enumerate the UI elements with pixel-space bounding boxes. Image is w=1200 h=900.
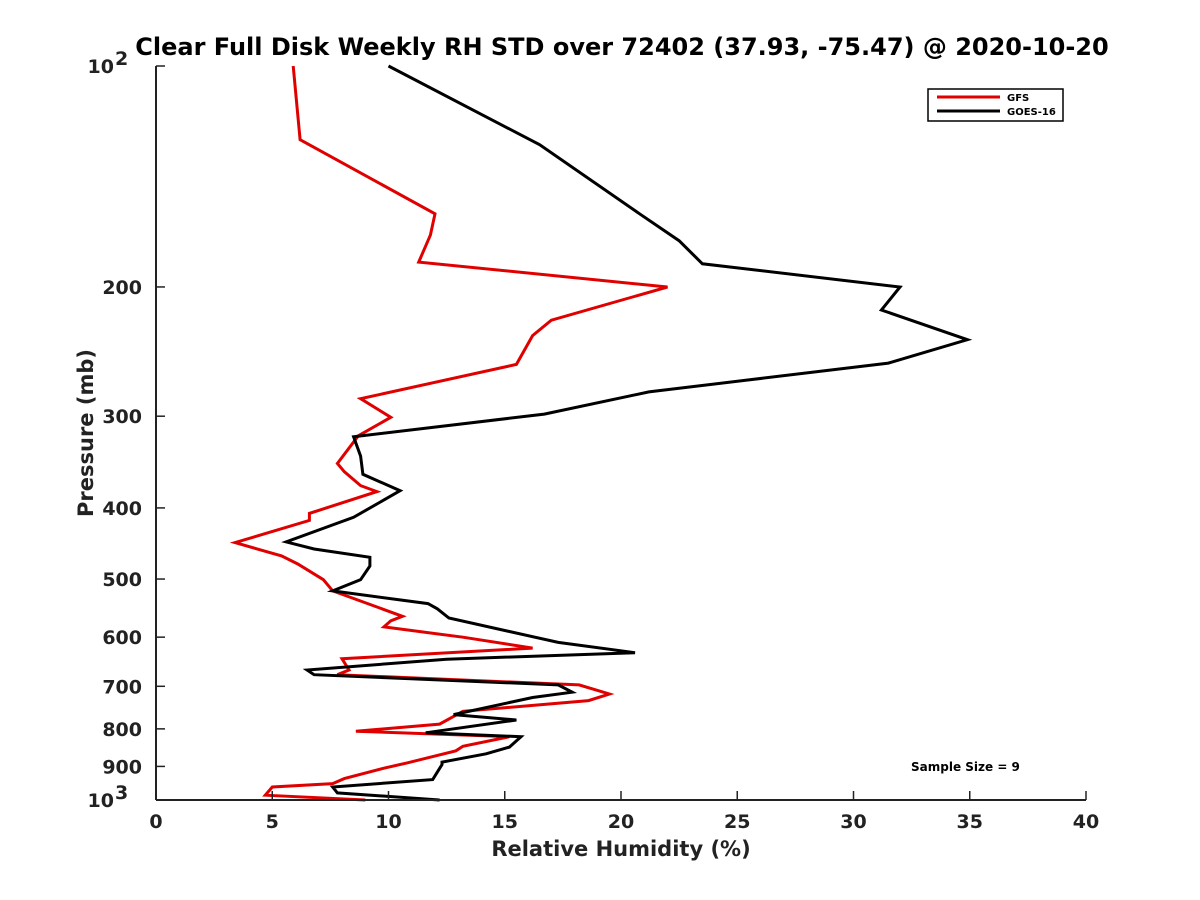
x-tick-label: 35	[957, 811, 983, 833]
series-layer	[229, 64, 973, 802]
y-tick-label-exponent: 3	[115, 782, 128, 804]
y-tick-label: 800	[102, 719, 142, 741]
y-tick-label: 200	[102, 277, 142, 299]
x-tick-label: 10	[375, 811, 401, 833]
x-tick-label: 15	[492, 811, 518, 833]
y-tick-label-exponent: 2	[115, 48, 128, 70]
y-tick-label: 500	[102, 569, 142, 591]
x-tick-label: 20	[608, 811, 634, 833]
y-tick-label: 700	[102, 676, 142, 698]
chart-title: Clear Full Disk Weekly RH STD over 72402…	[135, 33, 1108, 61]
x-axis-label: Relative Humidity (%)	[491, 837, 750, 861]
y-tick-label: 400	[102, 498, 142, 520]
legend: GFS GOES-16	[927, 88, 1064, 122]
x-tick-label: 0	[149, 811, 162, 833]
y-tick-label: 900	[102, 756, 142, 778]
x-tick-label: 25	[724, 811, 750, 833]
y-axis-label: Pressure (mb)	[74, 349, 98, 517]
x-tick-label: 40	[1073, 811, 1099, 833]
series-line-goes16	[281, 64, 973, 802]
y-tick-label: 600	[102, 627, 142, 649]
x-tick-label: 30	[840, 811, 866, 833]
y-tick-label: 10	[88, 790, 114, 812]
sample-size-annotation: Sample Size = 9	[911, 760, 1020, 774]
legend-label-gfs: GFS	[1007, 93, 1029, 104]
series-line-gfs	[229, 65, 668, 802]
y-tick-label: 10	[88, 56, 114, 78]
x-tick-label: 5	[266, 811, 279, 833]
legend-label-goes16: GOES-16	[1007, 107, 1056, 118]
legend-box	[927, 88, 1064, 122]
x-axis-ticks: 0 5 10 15 20 25 30 35 40	[149, 791, 1099, 833]
plot-area: 0 5 10 15 20 25 30 35 40 10 220030040050060070080…	[88, 48, 1100, 833]
y-tick-label: 300	[102, 406, 142, 428]
